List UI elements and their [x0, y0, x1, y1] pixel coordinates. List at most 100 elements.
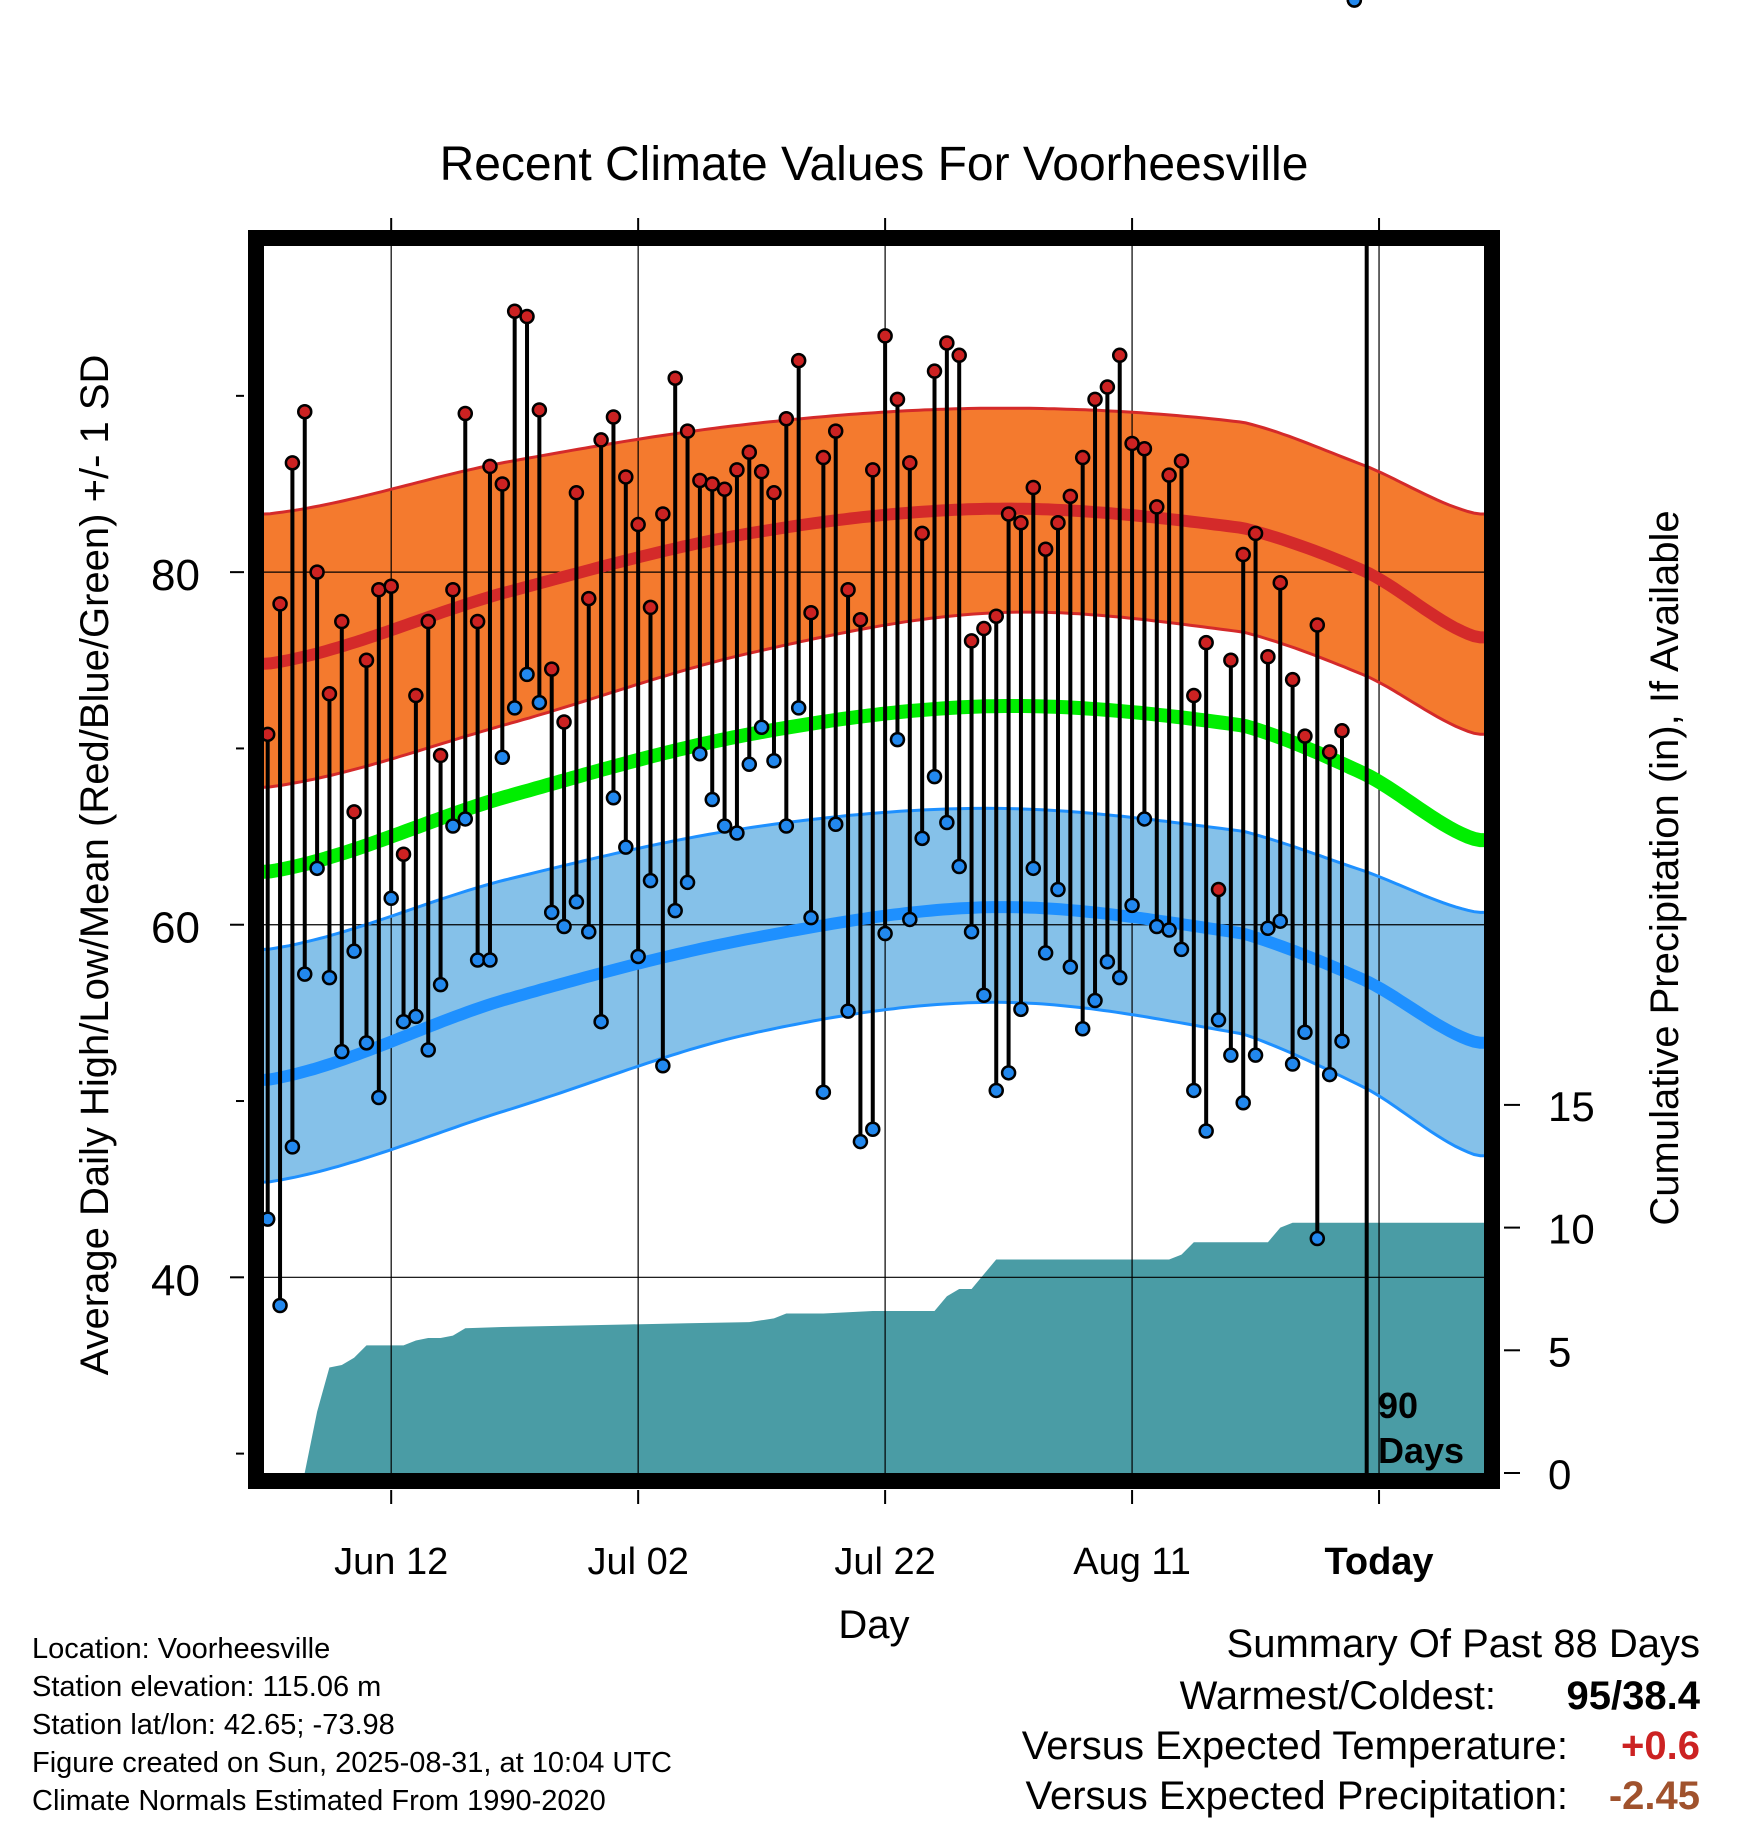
daily-high-point [939, 335, 955, 351]
daily-high-point [469, 613, 486, 630]
daily-low-point [1124, 897, 1140, 914]
daily-low-point [803, 909, 819, 926]
temp-anomaly-value: +0.6 [1621, 1724, 1700, 1768]
daily-high-point [642, 599, 659, 616]
daily-low-point [778, 818, 795, 834]
daily-low-point [1149, 918, 1165, 935]
daily-low-point [704, 791, 720, 808]
daily-low-point [1198, 1123, 1214, 1139]
daily-low-point [1025, 860, 1042, 877]
daily-low-point [605, 790, 622, 806]
daily-low-point [790, 700, 807, 716]
daily-low-point [1087, 992, 1103, 1009]
daily-high-point [1050, 515, 1066, 531]
daily-high-point [1161, 467, 1177, 483]
daily-high-point [506, 303, 523, 319]
daily-high-point [383, 578, 399, 594]
daily-low-point [630, 948, 646, 965]
daily-low-point [321, 969, 338, 986]
daily-high-point [531, 402, 548, 418]
x-axis-label: Day [838, 1603, 909, 1647]
daily-high-point [914, 525, 930, 542]
daily-low-point [593, 1013, 609, 1030]
daily-high-point [741, 444, 758, 461]
daily-low-point [568, 894, 585, 910]
daily-low-point [618, 839, 634, 855]
daily-high-point [408, 687, 424, 704]
daily-high-point [655, 506, 671, 522]
daily-low-point [432, 976, 449, 993]
frame-border [248, 230, 1500, 1489]
daily-high-point [716, 481, 733, 498]
daily-low-point [1260, 920, 1276, 937]
daily-low-point [1186, 1082, 1202, 1099]
daily-high-point [334, 613, 350, 630]
plot-frame [248, 230, 1500, 1489]
daily-high-point [926, 363, 943, 379]
daily-high-point [371, 582, 387, 598]
daily-high-point [630, 516, 646, 533]
daily-high-point [432, 747, 449, 764]
daily-high-point [865, 462, 881, 478]
normals-text: Climate Normals Estimated From 1990-2020 [32, 1785, 606, 1817]
daily-low-point [543, 904, 560, 921]
daily-high-point [1260, 649, 1276, 665]
x-tick-label: Jul 02 [587, 1541, 688, 1583]
daily-high-point [1062, 488, 1079, 505]
daily-low-point [383, 890, 399, 907]
daily-low-point [741, 756, 758, 773]
daily-high-point [346, 804, 362, 820]
daily-low-point [1210, 1012, 1227, 1028]
x-tick-label: Today [1324, 1541, 1433, 1583]
daily-low-point [865, 1121, 881, 1137]
daily-low-point [1013, 1001, 1029, 1018]
daily-high-point [296, 403, 313, 420]
temp-anomaly-label: Versus Expected Temperature: [1021, 1724, 1568, 1768]
daily-low-point [531, 694, 548, 711]
daily-low-point [729, 825, 745, 841]
daily-high-point [1149, 499, 1165, 515]
y-tick-label-left: 40 [151, 1256, 200, 1305]
daily-high-point [494, 476, 511, 492]
daily-low-point [469, 952, 486, 968]
daily-low-point [667, 902, 683, 919]
created-text: Figure created on Sun, 2025-08-31, at 10… [32, 1747, 672, 1779]
daily-low-point [556, 918, 572, 935]
daily-high-point [778, 411, 795, 427]
daily-high-point [1074, 449, 1091, 466]
y-tick-label-right: 0 [1548, 1451, 1571, 1498]
daily-high-point [679, 423, 696, 439]
daily-low-point [951, 858, 967, 875]
daily-low-point [963, 924, 980, 940]
daily-low-point [581, 924, 597, 940]
daily-low-point [1161, 922, 1177, 938]
daily-high-point [1136, 440, 1153, 457]
daily-high-point [272, 596, 288, 612]
daily-low-point [309, 860, 325, 877]
daily-low-point [408, 1008, 424, 1025]
daily-low-point [1111, 969, 1128, 986]
daily-high-point [766, 485, 782, 501]
daily-high-point [1334, 723, 1350, 739]
daily-low-point [1247, 1047, 1264, 1063]
daily-low-point [914, 830, 930, 847]
daily-high-point [309, 564, 325, 580]
daily-high-point [1124, 435, 1140, 452]
daily-high-point [1186, 687, 1202, 704]
daily-high-point [420, 613, 436, 630]
daily-low-point [692, 745, 708, 762]
location-text: Location: Voorheesville [32, 1633, 331, 1665]
daily-low-point [272, 1297, 288, 1314]
daily-low-point [976, 987, 992, 1003]
daily-low-point [642, 872, 659, 889]
high-upper-edge [264, 406, 1484, 516]
daily-high-point [1025, 479, 1042, 496]
daily-high-point [1321, 744, 1338, 760]
daily-high-point [1013, 515, 1029, 531]
y-tick-label-right: 5 [1548, 1328, 1571, 1375]
daily-low-point [655, 1058, 671, 1074]
daily-high-point [976, 620, 992, 637]
window-label-line1: 90 [1378, 1385, 1418, 1426]
daily-high-point [1247, 525, 1264, 542]
daily-high-point [457, 405, 474, 422]
